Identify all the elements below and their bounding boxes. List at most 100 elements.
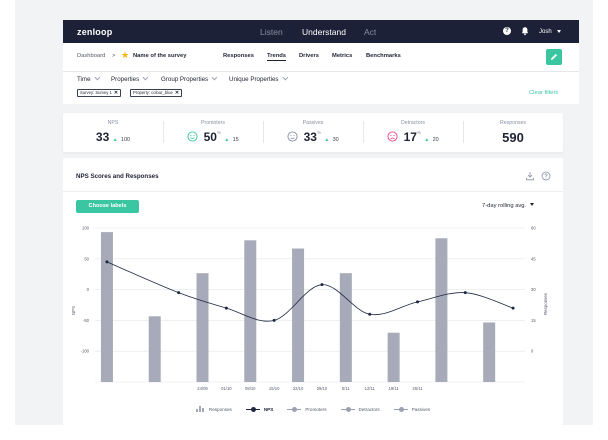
legend-item-nps[interactable]: NPS: [245, 406, 273, 412]
bar-icon: [195, 406, 205, 412]
y-left-tick-label: -100: [81, 349, 90, 354]
happy-face-icon: [187, 131, 198, 142]
top-navbar: zenloop Listen Understand Act ? Josh: [63, 20, 579, 43]
legend-label: Promoters: [305, 406, 327, 412]
percent-unit: %: [216, 130, 221, 135]
nps-value: 33: [95, 130, 110, 144]
sad-face-icon: [387, 131, 398, 142]
chip-label: Property: colour_blue: [133, 90, 173, 95]
responses-value: 590: [502, 130, 524, 145]
close-icon[interactable]: ✕: [174, 90, 180, 96]
breadcrumb-dashboard[interactable]: Dashboard: [77, 53, 106, 59]
divider: [363, 121, 364, 143]
kpi-value: 33 ▲ 100: [63, 130, 163, 144]
star-icon: ★: [121, 50, 130, 60]
kpi-detractors: Detractors 17% ▲ 20: [363, 113, 463, 152]
user-chevron-icon[interactable]: [557, 30, 561, 33]
detractors-delta: 20: [432, 137, 439, 143]
line-marker-icon: [340, 406, 355, 412]
y-left-tick-label: -50: [83, 318, 90, 323]
legend-item-detractors[interactable]: Detractors: [340, 406, 380, 412]
rolling-average-select[interactable]: 7-day rolling avg.: [482, 203, 535, 209]
arrow-up-icon: ▲: [324, 137, 330, 143]
y-left-tick-label: 0: [87, 287, 90, 292]
y-right-tick-label: 45: [531, 256, 536, 261]
legend-item-promoters[interactable]: Promoters: [287, 406, 327, 412]
y-left-tick-label: 100: [82, 226, 90, 231]
point-nps: [177, 291, 181, 295]
filter-chip-property[interactable]: Property: colour_blue ✕: [130, 89, 183, 97]
pencil-icon: [551, 53, 558, 60]
chart-legend: Responses NPS Promoters Detractors Passi…: [63, 404, 563, 414]
kpi-responses: Responses 590: [463, 113, 563, 152]
tab-trends[interactable]: Trends: [267, 53, 287, 61]
line-marker-icon: [287, 406, 302, 412]
chevron-down-icon: [142, 74, 149, 81]
download-icon[interactable]: [525, 171, 535, 181]
passives-value: 33: [303, 130, 317, 144]
logo[interactable]: zenloop: [77, 26, 113, 37]
chart-card: NPS Scores and Responses Choose labels 7…: [63, 158, 563, 425]
y-right-axis-label: Responses: [543, 292, 548, 315]
close-icon[interactable]: ✕: [113, 90, 119, 96]
app-frame: zenloop Listen Understand Act ? Josh Das…: [15, 0, 593, 425]
y-right-tick-label: 60: [531, 226, 536, 231]
tab-drivers[interactable]: Drivers: [299, 53, 319, 59]
y-right-tick-label: 0: [531, 349, 534, 354]
nav-understand[interactable]: Understand: [302, 26, 346, 37]
bar-responses: [196, 273, 209, 382]
kpi-label: Detractors: [401, 120, 425, 126]
point-nps: [272, 318, 276, 322]
legend-item-responses[interactable]: Responses: [195, 406, 232, 412]
legend-label: Passives: [411, 406, 431, 412]
filter-group-properties[interactable]: Group Properties: [161, 74, 218, 83]
arrow-up-icon: ▲: [112, 137, 118, 143]
divider: [163, 121, 164, 143]
chevron-down-icon: [282, 74, 288, 81]
help-circle-icon[interactable]: [541, 171, 551, 181]
divider: [463, 121, 464, 143]
x-tick-label: 26/11: [412, 386, 423, 390]
nav-act[interactable]: Act: [364, 26, 377, 37]
x-tick-label: 15/10: [269, 386, 280, 390]
tab-responses[interactable]: Responses: [223, 53, 254, 59]
caret-down-icon: [530, 203, 535, 206]
line-marker-icon: [245, 406, 260, 412]
point-nps: [463, 291, 467, 295]
filter-time-label: Time: [77, 76, 91, 83]
passives-delta: 30: [332, 137, 339, 143]
y-left-axis-label: NPS: [71, 306, 76, 315]
tab-benchmarks[interactable]: Benchmarks: [366, 53, 401, 59]
filter-time[interactable]: Time: [77, 74, 100, 83]
nav-listen[interactable]: Listen: [260, 26, 283, 37]
bar-responses: [435, 238, 448, 382]
filter-properties[interactable]: Properties: [111, 74, 149, 83]
kpi-value: 33% ▲ 30: [263, 130, 363, 144]
bell-icon[interactable]: [520, 26, 530, 36]
kpi-passives: Passives 33% ▲ 30: [263, 113, 363, 152]
user-menu[interactable]: Josh: [539, 28, 552, 35]
bar-responses: [292, 248, 305, 382]
filter-chip-survey[interactable]: Survey: Survey 1 ✕: [77, 89, 122, 97]
kpi-nps: NPS 33 ▲ 100: [63, 113, 163, 152]
edit-button[interactable]: [546, 49, 562, 65]
choose-labels-button[interactable]: Choose labels: [76, 200, 139, 213]
filter-bar: Time Properties Group Properties Unique …: [63, 72, 579, 104]
clear-filters-link[interactable]: Clear filters: [529, 90, 559, 96]
kpi-value: 50% ▲ 15: [163, 130, 263, 144]
promoters-value: 50: [203, 130, 217, 144]
arrow-up-icon: ▲: [224, 137, 230, 143]
legend-item-passives[interactable]: Passives: [393, 406, 431, 412]
point-nps: [511, 306, 515, 310]
filter-unique-properties[interactable]: Unique Properties: [229, 74, 288, 83]
filter-properties-label: Properties: [111, 76, 140, 83]
line-nps: [106, 261, 514, 322]
chevron-down-icon: [211, 74, 218, 81]
tab-metrics[interactable]: Metrics: [332, 53, 353, 59]
breadcrumb-separator: >: [112, 53, 116, 59]
y-right-tick-label: 30: [531, 287, 536, 292]
help-icon[interactable]: ?: [503, 27, 511, 35]
x-tick-label: 5/11: [342, 386, 351, 390]
legend-label: Responses: [208, 406, 232, 412]
kpi-label: NPS: [107, 120, 119, 126]
